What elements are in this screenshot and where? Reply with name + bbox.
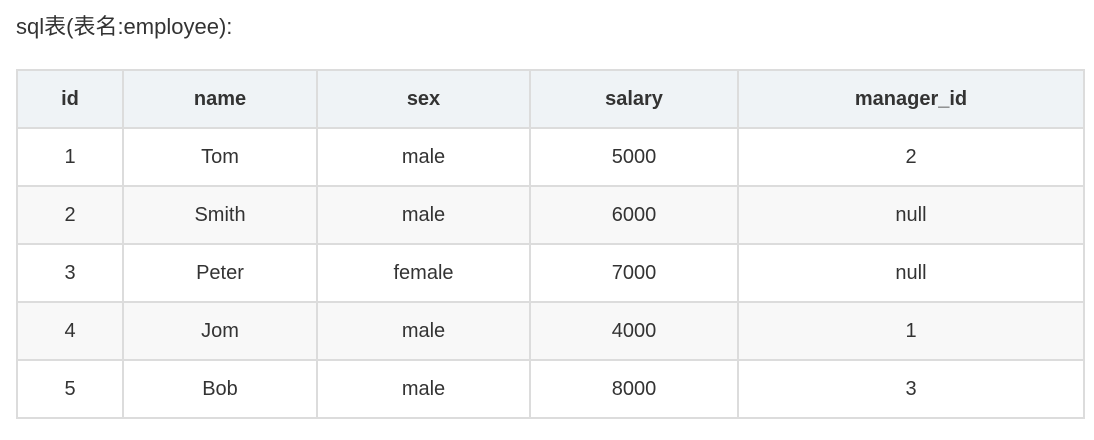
cell-sex: male (316, 127, 531, 187)
column-header-sex: sex (316, 69, 531, 129)
cell-salary: 6000 (529, 185, 739, 245)
column-header-salary: salary (529, 69, 739, 129)
column-header-manager-id: manager_id (737, 69, 1085, 129)
cell-name: Jom (122, 301, 318, 361)
cell-id: 1 (16, 127, 124, 187)
cell-name: Bob (122, 359, 318, 419)
cell-name: Tom (122, 127, 318, 187)
cell-id: 4 (16, 301, 124, 361)
cell-manager-id: null (737, 243, 1085, 303)
employee-table: id name sex salary manager_id 1 Tom male… (16, 69, 1085, 419)
cell-salary: 8000 (529, 359, 739, 419)
cell-id: 2 (16, 185, 124, 245)
cell-id: 3 (16, 243, 124, 303)
column-header-id: id (16, 69, 124, 129)
cell-name: Peter (122, 243, 318, 303)
cell-salary: 4000 (529, 301, 739, 361)
cell-sex: female (316, 243, 531, 303)
table-row: 4 Jom male 4000 1 (16, 301, 1085, 361)
table-row: 1 Tom male 5000 2 (16, 127, 1085, 187)
cell-sex: male (316, 301, 531, 361)
table-header-row: id name sex salary manager_id (16, 69, 1085, 129)
column-header-name: name (122, 69, 318, 129)
cell-manager-id: 2 (737, 127, 1085, 187)
cell-id: 5 (16, 359, 124, 419)
cell-salary: 7000 (529, 243, 739, 303)
cell-manager-id: 3 (737, 359, 1085, 419)
cell-salary: 5000 (529, 127, 739, 187)
table-row: 2 Smith male 6000 null (16, 185, 1085, 245)
cell-manager-id: 1 (737, 301, 1085, 361)
table-row: 3 Peter female 7000 null (16, 243, 1085, 303)
cell-manager-id: null (737, 185, 1085, 245)
cell-name: Smith (122, 185, 318, 245)
cell-sex: male (316, 185, 531, 245)
table-caption: sql表(表名:employee): (16, 14, 233, 39)
cell-sex: male (316, 359, 531, 419)
table-row: 5 Bob male 8000 3 (16, 359, 1085, 419)
